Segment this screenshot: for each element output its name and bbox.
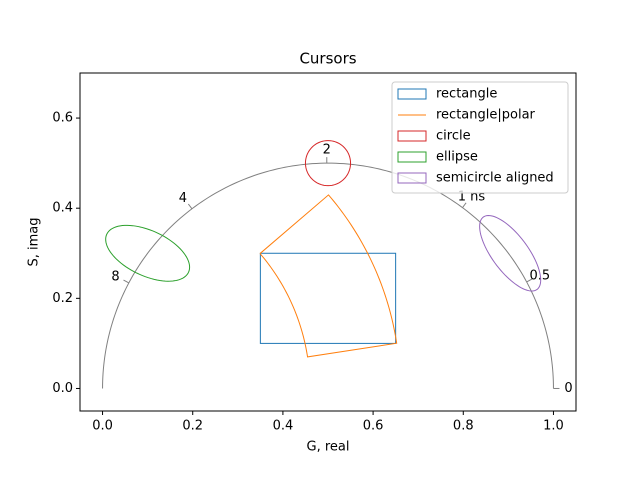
legend-patch xyxy=(397,88,427,100)
axes-frame xyxy=(79,72,577,412)
x-tick-label: 1.0 xyxy=(543,419,564,434)
cursor-rectangle xyxy=(259,252,397,344)
chart-title: Cursors xyxy=(299,50,356,68)
legend-patch xyxy=(397,172,427,184)
y-tick-label: 0.0 xyxy=(52,381,73,396)
cursor-circle xyxy=(304,140,352,187)
legend-label: rectangle|polar xyxy=(436,108,536,123)
lifetime-label: 2 xyxy=(323,143,331,158)
legend-label: circle xyxy=(436,129,471,144)
legend-box xyxy=(391,81,569,194)
lifetime-tick xyxy=(187,203,193,210)
x-tick-label: 0.4 xyxy=(273,419,294,434)
legend-patch xyxy=(397,151,427,163)
semicircle xyxy=(102,162,554,389)
y-tick-label: 0.2 xyxy=(52,291,73,306)
cursor-polar xyxy=(259,194,398,358)
legend-patch xyxy=(397,130,427,142)
legend-label: rectangle xyxy=(436,87,497,102)
lifetime-tick xyxy=(462,202,467,208)
y-tick-label: 0.6 xyxy=(52,111,73,126)
lifetime-label: 0 xyxy=(564,381,572,396)
lifetime-label: 4 xyxy=(179,191,187,206)
x-tick-label: 0.8 xyxy=(453,419,474,434)
x-tick-label: 0.2 xyxy=(182,419,203,434)
x-axis-label: G, real xyxy=(307,440,350,455)
lifetime-tick xyxy=(526,278,533,283)
lifetime-label: 8 xyxy=(111,269,119,284)
cursor-ellipse xyxy=(105,224,191,282)
cursor-aligned-ellipse xyxy=(479,215,542,292)
x-tick-label: 0.0 xyxy=(92,419,113,434)
legend-label: semicircle aligned xyxy=(436,171,554,186)
lifetime-tick xyxy=(123,279,130,284)
y-tick-label: 0.4 xyxy=(52,201,73,216)
y-axis-label: S, imag xyxy=(27,217,42,266)
legend-label: ellipse xyxy=(436,150,478,165)
x-tick-label: 0.6 xyxy=(363,419,384,434)
